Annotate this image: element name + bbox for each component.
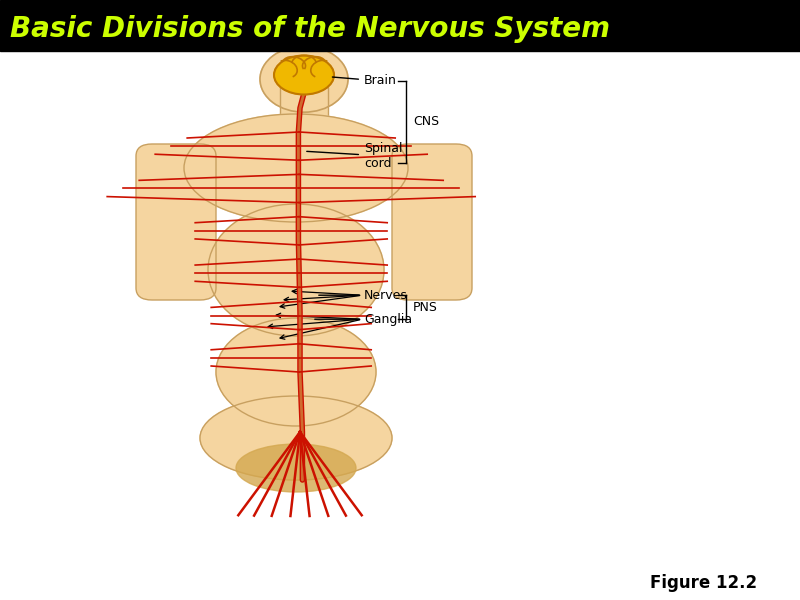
Text: Figure 12.2: Figure 12.2 [650,574,758,592]
Ellipse shape [208,204,384,336]
Text: Nerves: Nerves [318,289,408,302]
Text: Brain: Brain [332,74,397,88]
Text: Ganglia: Ganglia [314,313,412,326]
Ellipse shape [200,396,392,480]
FancyBboxPatch shape [0,0,800,51]
Text: CNS: CNS [413,115,439,128]
Text: PNS: PNS [413,301,438,314]
FancyBboxPatch shape [392,144,472,300]
Text: Basic Divisions of the Nervous System: Basic Divisions of the Nervous System [10,15,610,43]
Ellipse shape [216,318,376,426]
Ellipse shape [274,55,334,94]
Ellipse shape [236,444,356,492]
Circle shape [260,46,348,112]
FancyBboxPatch shape [280,87,328,123]
Text: Spinal
cord: Spinal cord [306,142,402,170]
Ellipse shape [184,114,408,222]
FancyBboxPatch shape [136,144,216,300]
